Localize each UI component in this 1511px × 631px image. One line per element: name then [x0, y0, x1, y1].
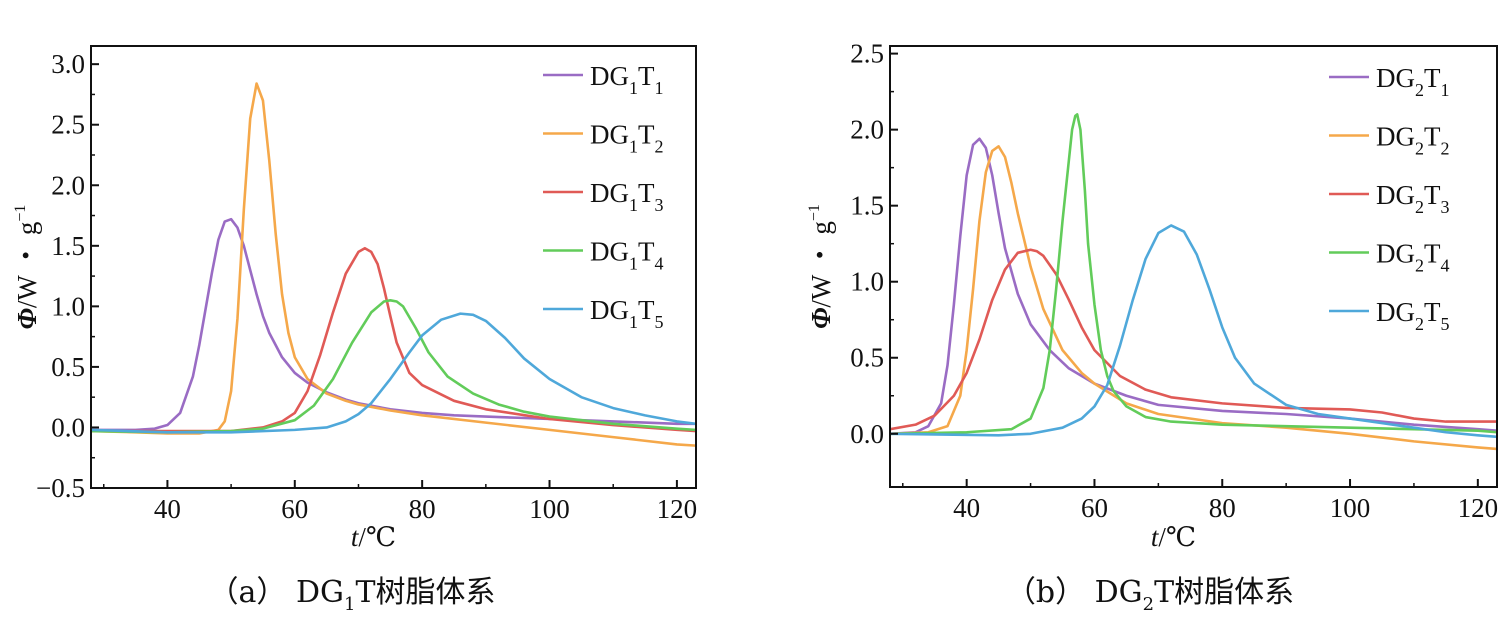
series-line-DG1T2 [91, 82, 696, 447]
y-tick-label: 1.0 [850, 267, 884, 297]
series-line-DG2T3 [890, 248, 1497, 431]
x-tick-label: 60 [281, 494, 308, 524]
y-tick-label: 2.0 [51, 170, 85, 200]
figure-caption: （a） DG1T树脂体系 [209, 575, 496, 615]
series-line-DG1T3 [91, 246, 696, 433]
legend-label-DG1T3: DG1T3 [590, 178, 664, 215]
series-line-DG2T4 [890, 113, 1497, 436]
legend-label-DG1T2: DG1T2 [590, 120, 664, 157]
x-tick-label: 100 [529, 494, 570, 524]
series-line-DG2T5 [890, 224, 1497, 439]
series-line-DG1T1 [91, 217, 696, 432]
series-line-DG2T1 [890, 137, 1497, 436]
x-tick-label: 40 [154, 494, 181, 524]
x-axis-title: t/℃ [1151, 522, 1196, 552]
figure-caption: （b） DG2T树脂体系 [1006, 575, 1294, 615]
x-tick-label: 80 [409, 494, 436, 524]
y-tick-label: 0.0 [850, 419, 884, 449]
x-tick-label: 120 [1458, 493, 1499, 523]
legend-label-DG2T2: DG2T2 [1376, 122, 1450, 159]
chart-panel-a: 40 60 80 100 120 −0.5 0.0 0.5 1.0 1.5 2.0 2.5 3.0 t/℃… [12, 45, 698, 615]
y-tick-label: 1.0 [51, 291, 85, 321]
y-tick-label: 2.5 [850, 39, 884, 69]
y-tick-label: 0.5 [51, 352, 85, 382]
x-tick-label: 80 [1209, 493, 1236, 523]
x-tick-label: 60 [1081, 493, 1108, 523]
y-axis-title: Φ/W ・ g−1 [12, 205, 42, 330]
y-tick-label: 1.5 [51, 231, 85, 261]
y-tick-label: 0.5 [850, 343, 884, 373]
plot-frame [889, 45, 1498, 488]
legend-label-DG2T4: DG2T4 [1376, 239, 1450, 276]
x-tick-label: 40 [953, 493, 980, 523]
series-line-DG1T5 [91, 312, 696, 434]
y-axis-title: Φ/W ・ g−1 [806, 204, 836, 329]
legend-label-DG2T5: DG2T5 [1376, 297, 1450, 334]
y-tick-label: 2.5 [51, 110, 85, 140]
y-tick-label: 0.0 [51, 412, 85, 442]
x-tick-label: 100 [1330, 493, 1371, 523]
x-axis-title: t/℃ [351, 522, 396, 552]
x-tick-label: 120 [657, 494, 698, 524]
legend-label-DG2T3: DG2T3 [1376, 180, 1450, 217]
chart-panel-b: 40 60 80 100 120 0.0 0.5 1.0 1.5 2.0 2.5 t/℃ Φ/W ・ g… [806, 39, 1498, 615]
legend-label-DG2T1: DG2T1 [1376, 63, 1450, 100]
series-line-DG1T4 [91, 299, 696, 434]
legend-label-DG1T1: DG1T1 [590, 61, 664, 98]
y-tick-label: 1.5 [850, 191, 884, 221]
y-tick-label: 3.0 [51, 49, 85, 79]
y-tick-label: −0.5 [36, 473, 85, 503]
legend-label-DG1T5: DG1T5 [590, 295, 664, 332]
legend-label-DG1T4: DG1T4 [590, 237, 664, 274]
y-tick-label: 2.0 [850, 115, 884, 145]
plot-frame [90, 45, 697, 489]
